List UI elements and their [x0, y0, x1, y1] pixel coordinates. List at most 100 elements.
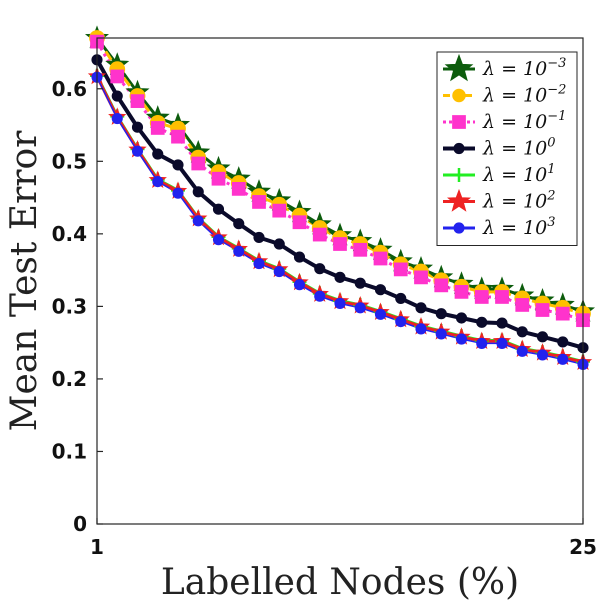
data-point: [111, 90, 123, 102]
data-point: [455, 312, 468, 324]
data-point: [415, 302, 427, 314]
legend-entry-0: λ = 10−3: [443, 53, 566, 82]
legend-marker: [452, 88, 466, 103]
data-point: [312, 227, 327, 242]
data-point: [414, 270, 428, 285]
legend-entry-1: λ = 10−2: [443, 83, 566, 107]
x-axis-title: Labelled Nodes (%): [161, 562, 519, 603]
legend-marker: [452, 115, 466, 129]
data-point: [435, 328, 447, 340]
data-point: [211, 171, 226, 186]
legend-marker: [453, 222, 465, 234]
y-axis-ticks: 0 0.1 0.2 0.3 0.4 0.5 0.6: [52, 77, 103, 536]
data-point: [110, 69, 125, 84]
data-point: [212, 234, 225, 246]
data-point: [353, 242, 368, 257]
data-point: [172, 187, 184, 199]
data-point: [233, 245, 245, 257]
y-tick-label: 0.3: [52, 294, 87, 318]
legend-marker: [453, 142, 465, 155]
data-point: [192, 186, 204, 198]
data-point: [273, 266, 285, 278]
data-point: [111, 112, 123, 125]
legend-entry-2: λ = 10−1: [443, 109, 566, 133]
data-point: [474, 290, 489, 304]
data-point: [515, 298, 530, 312]
data-point: [454, 285, 469, 299]
data-point: [374, 308, 387, 320]
x-tick-label: 25: [569, 535, 597, 559]
data-point: [557, 353, 569, 365]
data-point: [395, 316, 407, 328]
data-point: [253, 231, 265, 244]
x-axis-ticks: 1 25: [90, 518, 597, 559]
data-point: [373, 251, 388, 266]
plot-frame: [96, 37, 584, 525]
legend-label: λ = 10−2: [482, 83, 566, 107]
data-point: [395, 292, 407, 304]
legend-label: λ = 100: [482, 136, 556, 160]
legend-label: λ = 10−3: [482, 56, 566, 80]
data-point: [130, 94, 145, 108]
data-point: [212, 203, 225, 215]
data-point: [171, 129, 185, 144]
data-point: [272, 203, 287, 218]
legend-label: λ = 103: [482, 215, 556, 239]
data-point: [152, 148, 164, 160]
series-markers: [84, 25, 596, 371]
data-point: [354, 302, 366, 314]
data-point: [535, 303, 550, 317]
data-point: [495, 290, 509, 304]
data-point: [131, 121, 144, 133]
data-point: [253, 258, 265, 270]
data-point: [172, 159, 184, 171]
data-point: [273, 238, 285, 250]
y-tick-label: 0.2: [52, 367, 87, 391]
legend-label: λ = 10−1: [482, 109, 566, 133]
legend-marker: [446, 188, 472, 212]
legend-label: λ = 101: [482, 162, 556, 186]
series-markers-3: [91, 54, 589, 354]
data-point: [536, 349, 549, 361]
data-point: [334, 271, 346, 283]
data-point: [233, 218, 245, 230]
x-tick-label: 1: [90, 535, 104, 559]
data-point: [476, 316, 488, 328]
data-point: [293, 279, 306, 291]
data-point: [393, 262, 408, 277]
series-markers-2: [90, 34, 590, 328]
data-point: [374, 284, 387, 296]
data-point: [496, 337, 508, 349]
data-point: [435, 308, 447, 320]
data-point: [557, 336, 569, 348]
data-point: [516, 326, 528, 338]
y-axis-title: Mean Test Error: [4, 130, 45, 432]
data-point: [333, 237, 347, 251]
data-point: [555, 306, 570, 321]
legend-entry-3: λ = 100: [443, 136, 556, 160]
data-point: [496, 317, 508, 329]
series-markers-6: [91, 71, 589, 370]
y-tick-label: 0.5: [52, 149, 87, 173]
data-point: [415, 323, 427, 335]
y-tick-label: 0: [73, 512, 87, 536]
legend-entry-6: λ = 103: [443, 215, 556, 239]
y-tick-label: 0.1: [52, 439, 87, 463]
data-point: [292, 215, 307, 230]
data-point: [434, 278, 449, 293]
data-point: [231, 182, 246, 196]
legend-label: λ = 102: [482, 189, 556, 213]
data-point: [536, 331, 549, 343]
data-point: [252, 195, 266, 209]
data-point: [354, 277, 366, 289]
legend-entry-5: λ = 102: [443, 189, 556, 213]
data-point: [150, 121, 165, 135]
legend-marker: [452, 168, 466, 182]
data-point: [455, 333, 468, 345]
y-tick-label: 0.4: [52, 222, 87, 246]
data-point: [334, 297, 346, 310]
data-point: [152, 176, 164, 188]
